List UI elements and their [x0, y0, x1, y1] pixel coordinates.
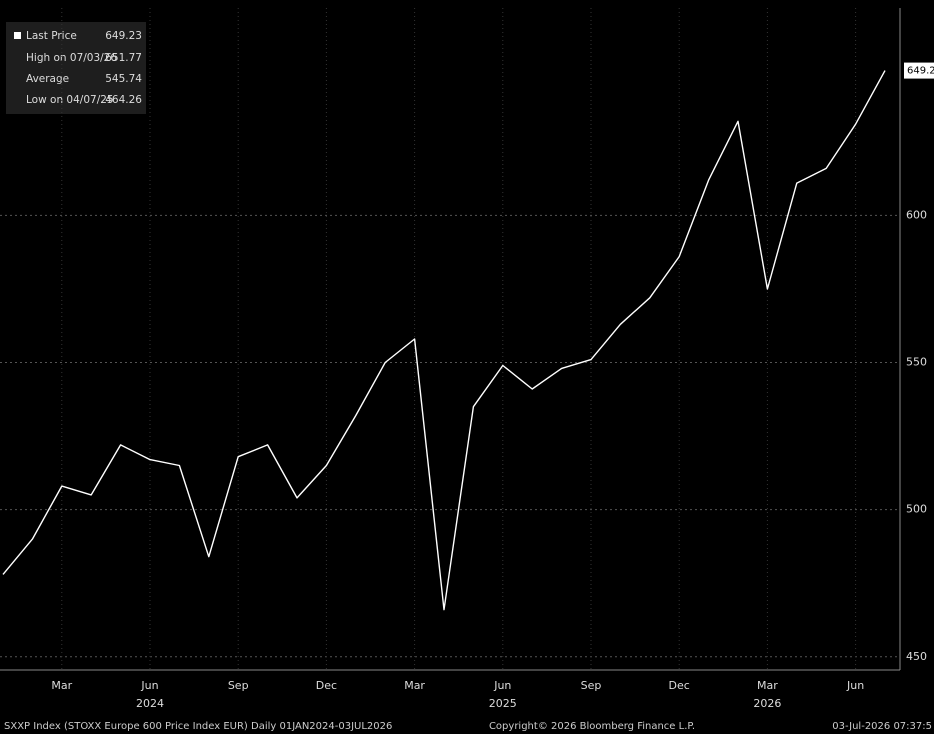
legend-box: [6, 22, 146, 114]
legend-value: 464.26: [105, 94, 142, 106]
x-tick-label: Jun: [140, 679, 158, 692]
y-tick-label: 500: [906, 503, 927, 516]
legend: Last Price 649.23 High on 07/03/26651.77…: [6, 22, 146, 114]
x-tick-label: Mar: [757, 679, 778, 692]
legend-swatch: [14, 32, 21, 39]
legend-value: 649.23: [105, 30, 142, 42]
x-tick-label: Jun: [493, 679, 511, 692]
legend-value: 545.74: [105, 73, 142, 85]
x-tick-label: Dec: [669, 679, 690, 692]
legend-label: Average: [26, 73, 69, 85]
x-tick-label: Sep: [228, 679, 249, 692]
year-label: 2024: [136, 697, 164, 710]
x-tick-label: Jun: [846, 679, 864, 692]
last-price-tag: [904, 62, 934, 79]
legend-value: 651.77: [105, 52, 142, 64]
legend-label: High on 07/03/26: [26, 52, 117, 64]
y-tick-label: 550: [906, 356, 927, 369]
x-tick-label: Sep: [581, 679, 602, 692]
year-label: 2026: [753, 697, 781, 710]
footer-left: SXXP Index (STOXX Europe 600 Price Index…: [4, 721, 392, 732]
x-tick-label: Mar: [51, 679, 72, 692]
footer-center: Copyright© 2026 Bloomberg Finance L.P.: [489, 721, 695, 732]
price-line: [2, 70, 886, 611]
x-tick-label: Dec: [316, 679, 337, 692]
year-label: 2025: [489, 697, 517, 710]
legend-label: Last Price: [26, 30, 77, 42]
last-price-label: 649.23: [907, 66, 934, 77]
footer-right: 03-Jul-2026 07:37:5: [832, 721, 932, 732]
y-tick-label: 450: [906, 650, 927, 663]
x-tick-label: Mar: [404, 679, 425, 692]
legend-label: Low on 04/07/25: [26, 94, 114, 106]
y-tick-label: 600: [906, 208, 927, 221]
